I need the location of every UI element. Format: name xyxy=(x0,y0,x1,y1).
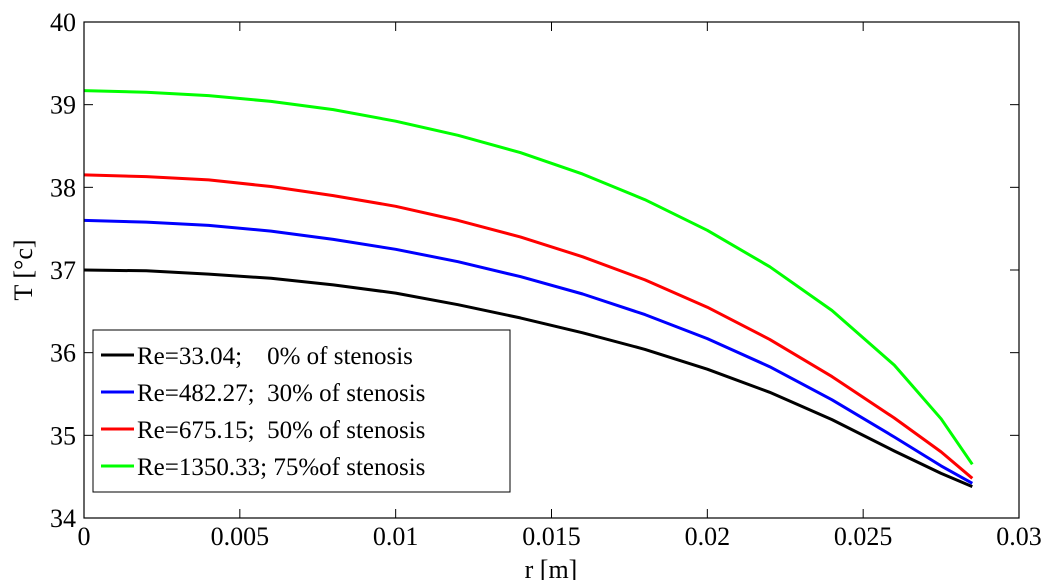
legend-label-2: Re=482.27; 30% of stenosis xyxy=(137,380,425,407)
series-line-1 xyxy=(83,268,973,488)
y-tick-label: 35 xyxy=(50,421,76,450)
x-tick-label: 0.02 xyxy=(685,522,731,551)
x-axis-label: r [m] xyxy=(525,555,578,580)
x-tick-label: 0 xyxy=(78,522,91,551)
series-line-4 xyxy=(83,89,974,466)
legend: Re=33.04; 0% of stenosis Re=482.27; 30% o… xyxy=(92,329,511,493)
series-line-2 xyxy=(83,218,974,485)
legend-label-3: Re=675.15; 50% of stenosis xyxy=(137,417,425,444)
legend-box xyxy=(92,329,511,493)
x-tick-label: 0.03 xyxy=(996,522,1042,551)
x-tick-label: 0.01 xyxy=(373,522,419,551)
plot-frame xyxy=(83,21,1020,519)
legend-label-1: Re=33.04; 0% of stenosis xyxy=(137,343,413,370)
y-tick-label: 40 xyxy=(50,8,76,37)
x-tick-label: 0.025 xyxy=(834,522,893,551)
series-line-3 xyxy=(83,173,974,480)
y-tick-label: 38 xyxy=(50,173,76,202)
legend-label-4: Re=1350.33; 75%of stenosis xyxy=(137,454,425,481)
y-tick-label: 36 xyxy=(50,339,76,368)
y-tick-label: 39 xyxy=(50,91,76,120)
tick-labels: 0 0.005 0.01 0.015 0.02 0.025 0.03 34 35 36 37 38 39… xyxy=(50,8,1042,551)
y-tick-label: 34 xyxy=(50,504,76,533)
y-tick-label: 37 xyxy=(50,256,76,285)
y-axis-label: T [°c] xyxy=(9,239,38,300)
x-tick-label: 0.015 xyxy=(522,522,581,551)
series-group xyxy=(83,89,974,488)
x-tick-label: 0.005 xyxy=(211,522,270,551)
